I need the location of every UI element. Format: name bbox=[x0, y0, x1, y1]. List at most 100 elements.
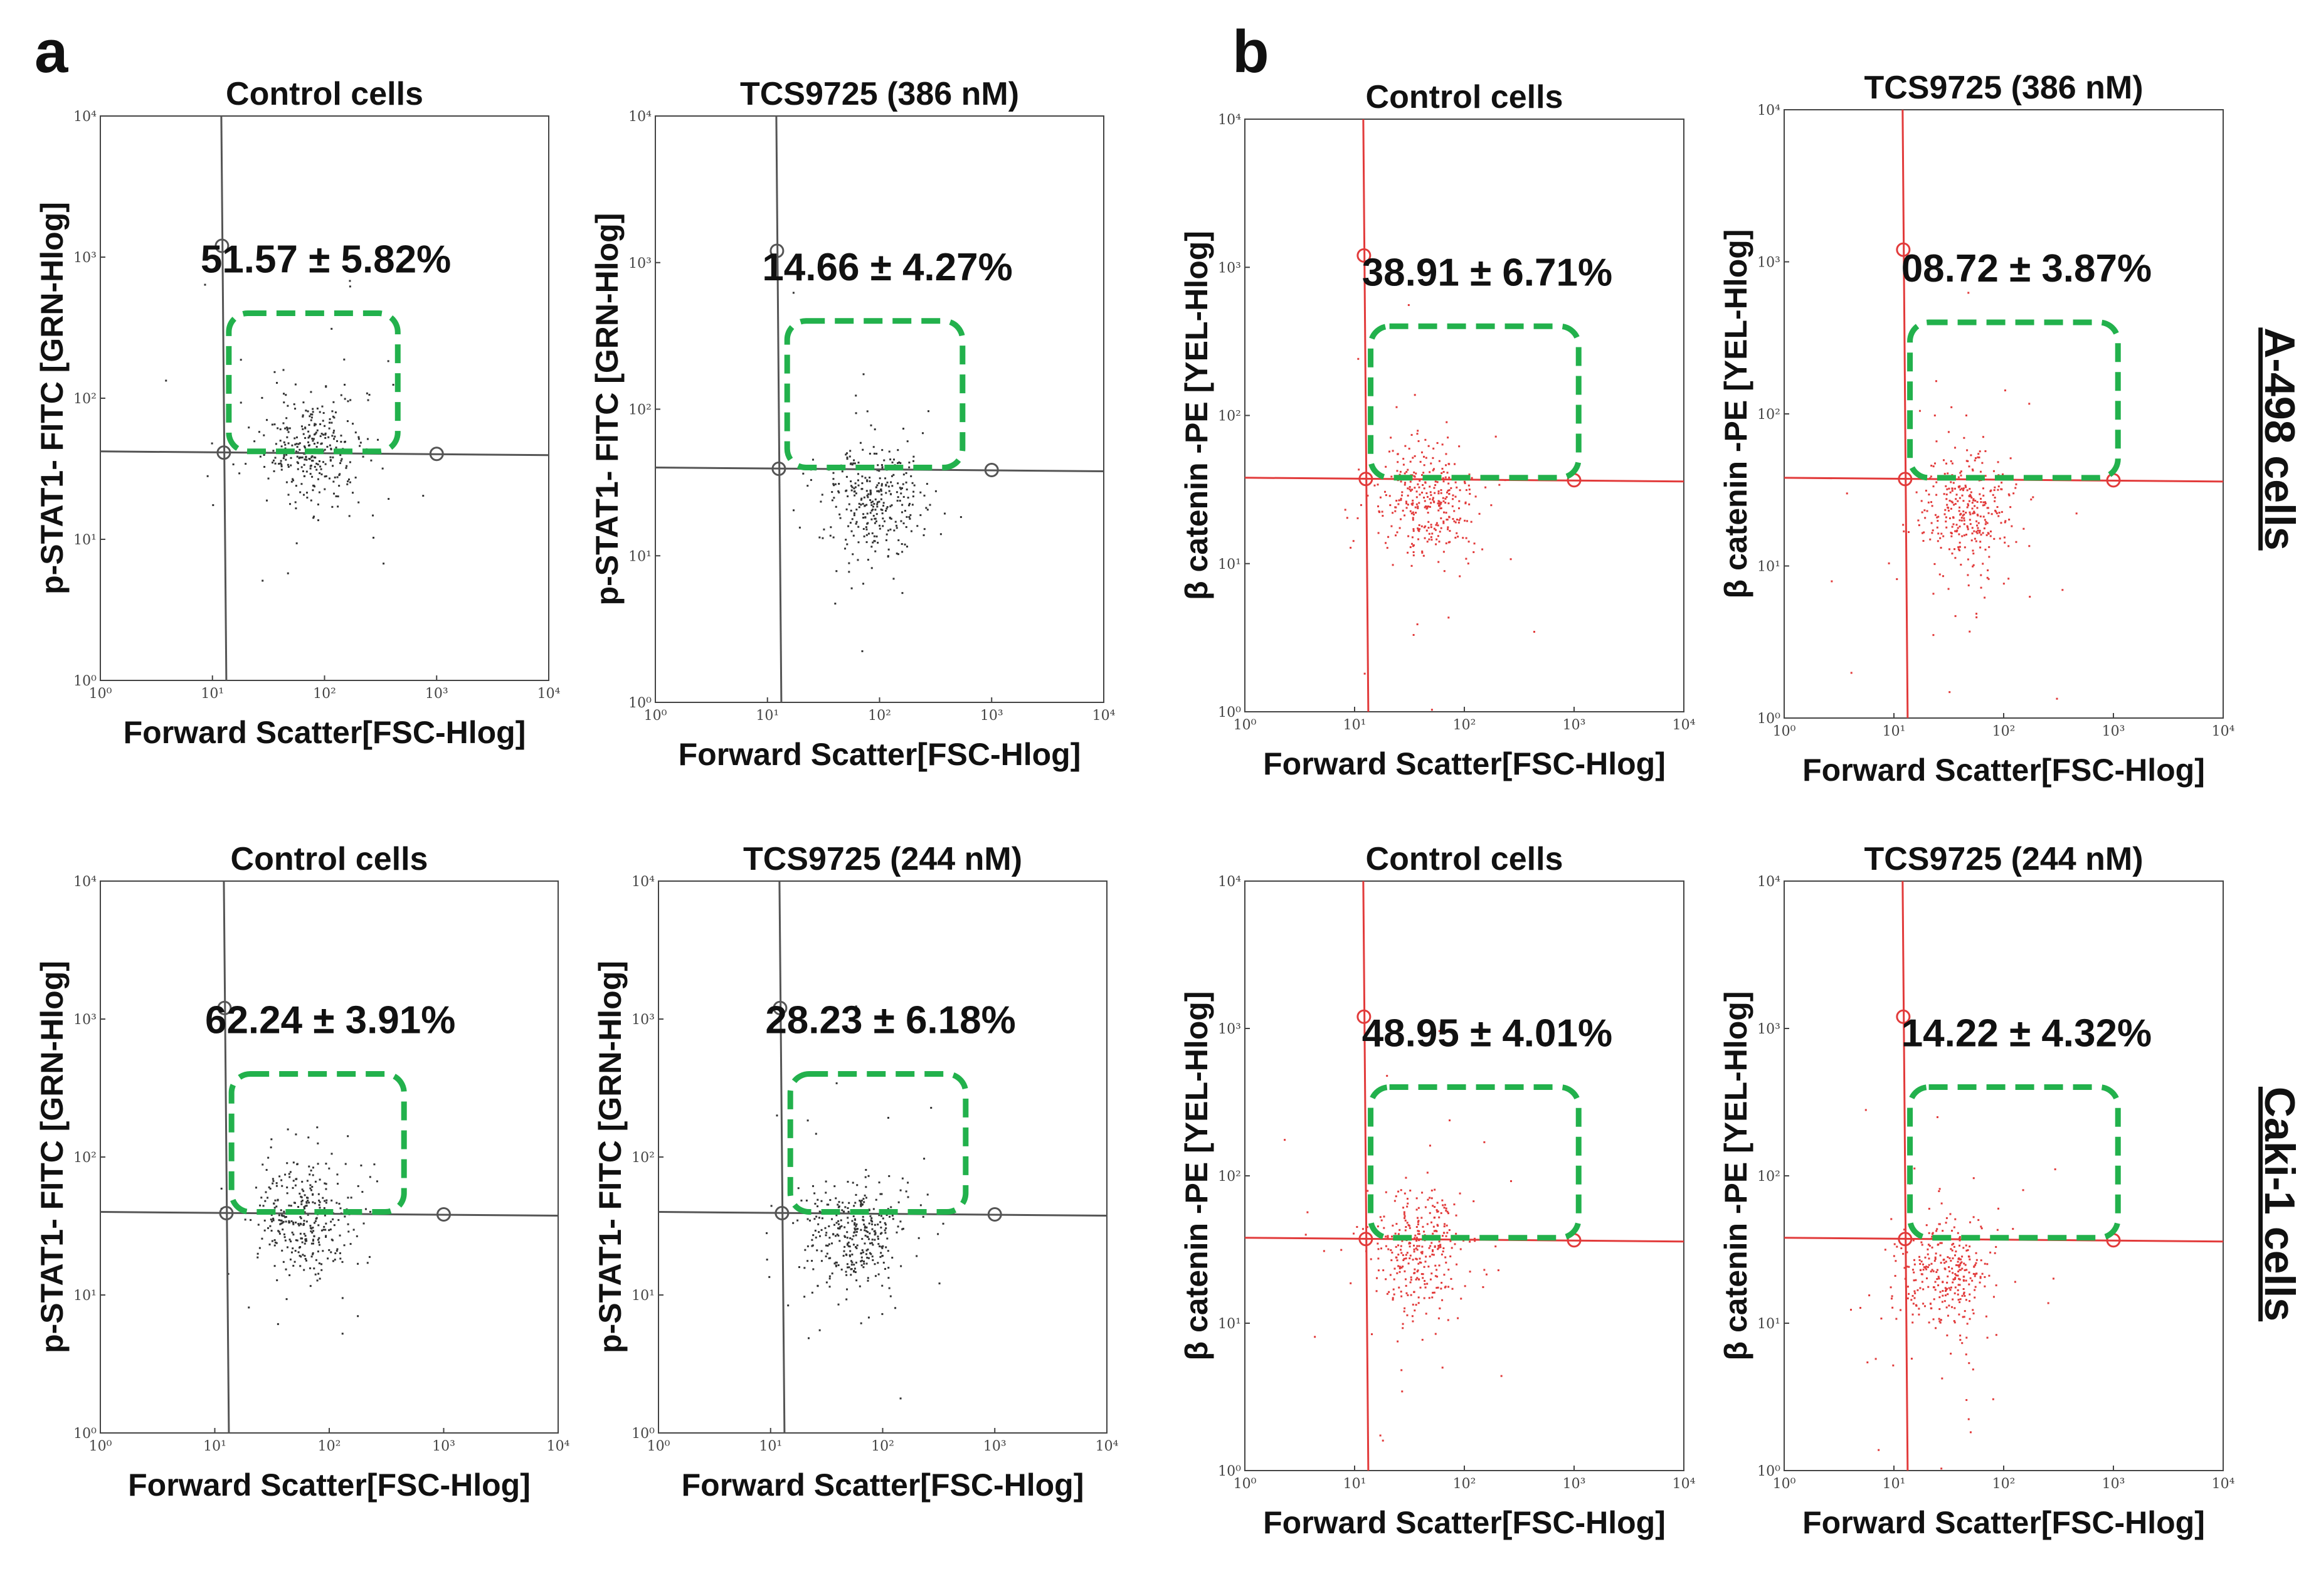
data-point bbox=[324, 1200, 326, 1202]
data-point bbox=[2004, 389, 2006, 392]
data-point bbox=[888, 1175, 891, 1177]
data-point bbox=[894, 521, 897, 523]
data-point bbox=[1950, 1230, 1953, 1232]
data-point bbox=[1417, 507, 1419, 509]
data-point bbox=[1937, 540, 1939, 542]
data-point bbox=[1419, 1261, 1421, 1264]
data-point bbox=[256, 1252, 259, 1255]
data-point bbox=[1421, 1245, 1424, 1248]
data-point bbox=[296, 461, 299, 463]
data-point bbox=[1455, 1232, 1457, 1235]
data-point bbox=[834, 1235, 837, 1237]
data-point bbox=[879, 527, 881, 530]
data-point bbox=[1400, 1252, 1403, 1254]
data-point bbox=[850, 1274, 852, 1276]
data-point bbox=[1932, 485, 1935, 488]
data-point bbox=[1447, 482, 1450, 485]
data-point bbox=[1438, 500, 1441, 503]
y-tick-label: 10² bbox=[1218, 409, 1241, 425]
data-point bbox=[1454, 495, 1457, 498]
data-point bbox=[825, 1281, 828, 1284]
scatter-points bbox=[1344, 304, 1535, 711]
data-point bbox=[1965, 486, 1967, 489]
data-point bbox=[282, 422, 285, 425]
data-point bbox=[2022, 527, 2025, 530]
data-point bbox=[1405, 507, 1408, 509]
data-point bbox=[793, 509, 795, 512]
data-point bbox=[860, 1256, 863, 1259]
data-point bbox=[1950, 531, 1952, 534]
data-point bbox=[272, 1182, 274, 1185]
data-point bbox=[873, 535, 875, 537]
data-point bbox=[850, 1260, 852, 1262]
data-point bbox=[1992, 470, 1995, 472]
data-point bbox=[1424, 1283, 1426, 1286]
data-point bbox=[867, 1238, 870, 1240]
x-tick-label: 10³ bbox=[1563, 1476, 1586, 1492]
data-point bbox=[1437, 1245, 1440, 1247]
data-point bbox=[274, 1199, 277, 1202]
data-point bbox=[1397, 503, 1400, 505]
data-point bbox=[1385, 1245, 1387, 1247]
data-point bbox=[336, 1250, 338, 1252]
data-point bbox=[333, 1224, 336, 1227]
data-point bbox=[1456, 1263, 1458, 1266]
data-point bbox=[853, 1264, 855, 1266]
data-point bbox=[901, 511, 903, 514]
gate-handle-top bbox=[217, 1000, 232, 1015]
data-point bbox=[1356, 1225, 1358, 1228]
data-point bbox=[1954, 1286, 1957, 1289]
data-point bbox=[1424, 1260, 1427, 1263]
data-point bbox=[318, 1244, 320, 1246]
data-point bbox=[863, 496, 865, 499]
data-point bbox=[330, 1199, 333, 1202]
data-point bbox=[317, 441, 319, 444]
data-point bbox=[1859, 1307, 1862, 1309]
data-point bbox=[326, 445, 329, 448]
data-point bbox=[1442, 522, 1445, 524]
data-point bbox=[872, 446, 875, 448]
data-point bbox=[812, 1268, 815, 1271]
data-point bbox=[1402, 458, 1405, 460]
data-point bbox=[1962, 487, 1965, 490]
data-point bbox=[1970, 497, 1973, 499]
data-point bbox=[302, 1223, 305, 1226]
data-point bbox=[2001, 510, 2003, 513]
data-point bbox=[1942, 1294, 1944, 1297]
data-point bbox=[1423, 487, 1425, 490]
data-point bbox=[876, 505, 879, 508]
data-point bbox=[1417, 483, 1419, 485]
x-tick-label: 10¹ bbox=[759, 1439, 782, 1454]
data-point bbox=[1908, 531, 1910, 533]
data-point bbox=[1874, 1358, 1877, 1360]
data-point bbox=[866, 479, 869, 482]
data-point bbox=[1954, 557, 1957, 559]
data-point bbox=[1420, 1251, 1422, 1254]
data-point bbox=[1463, 480, 1466, 483]
data-point bbox=[884, 1222, 886, 1224]
data-point bbox=[288, 1222, 290, 1224]
data-point bbox=[847, 495, 849, 497]
data-point bbox=[1434, 480, 1437, 483]
data-point bbox=[860, 1260, 862, 1262]
data-point bbox=[1439, 1246, 1442, 1249]
data-point bbox=[1437, 490, 1440, 492]
data-point bbox=[1972, 564, 1975, 566]
data-point bbox=[1969, 523, 1972, 526]
data-point bbox=[869, 489, 872, 492]
data-point bbox=[1970, 454, 1972, 457]
data-point bbox=[891, 485, 894, 487]
data-point bbox=[862, 502, 864, 505]
data-point bbox=[204, 283, 206, 286]
data-point bbox=[902, 495, 905, 498]
data-point bbox=[275, 443, 277, 445]
data-point bbox=[298, 1224, 300, 1227]
data-point bbox=[1950, 406, 1953, 408]
data-point bbox=[1913, 1259, 1915, 1261]
data-point bbox=[1412, 1303, 1414, 1306]
scatter-points bbox=[1831, 292, 2078, 700]
data-point bbox=[1937, 532, 1940, 535]
data-point bbox=[1464, 1285, 1466, 1287]
data-point bbox=[1395, 534, 1397, 537]
